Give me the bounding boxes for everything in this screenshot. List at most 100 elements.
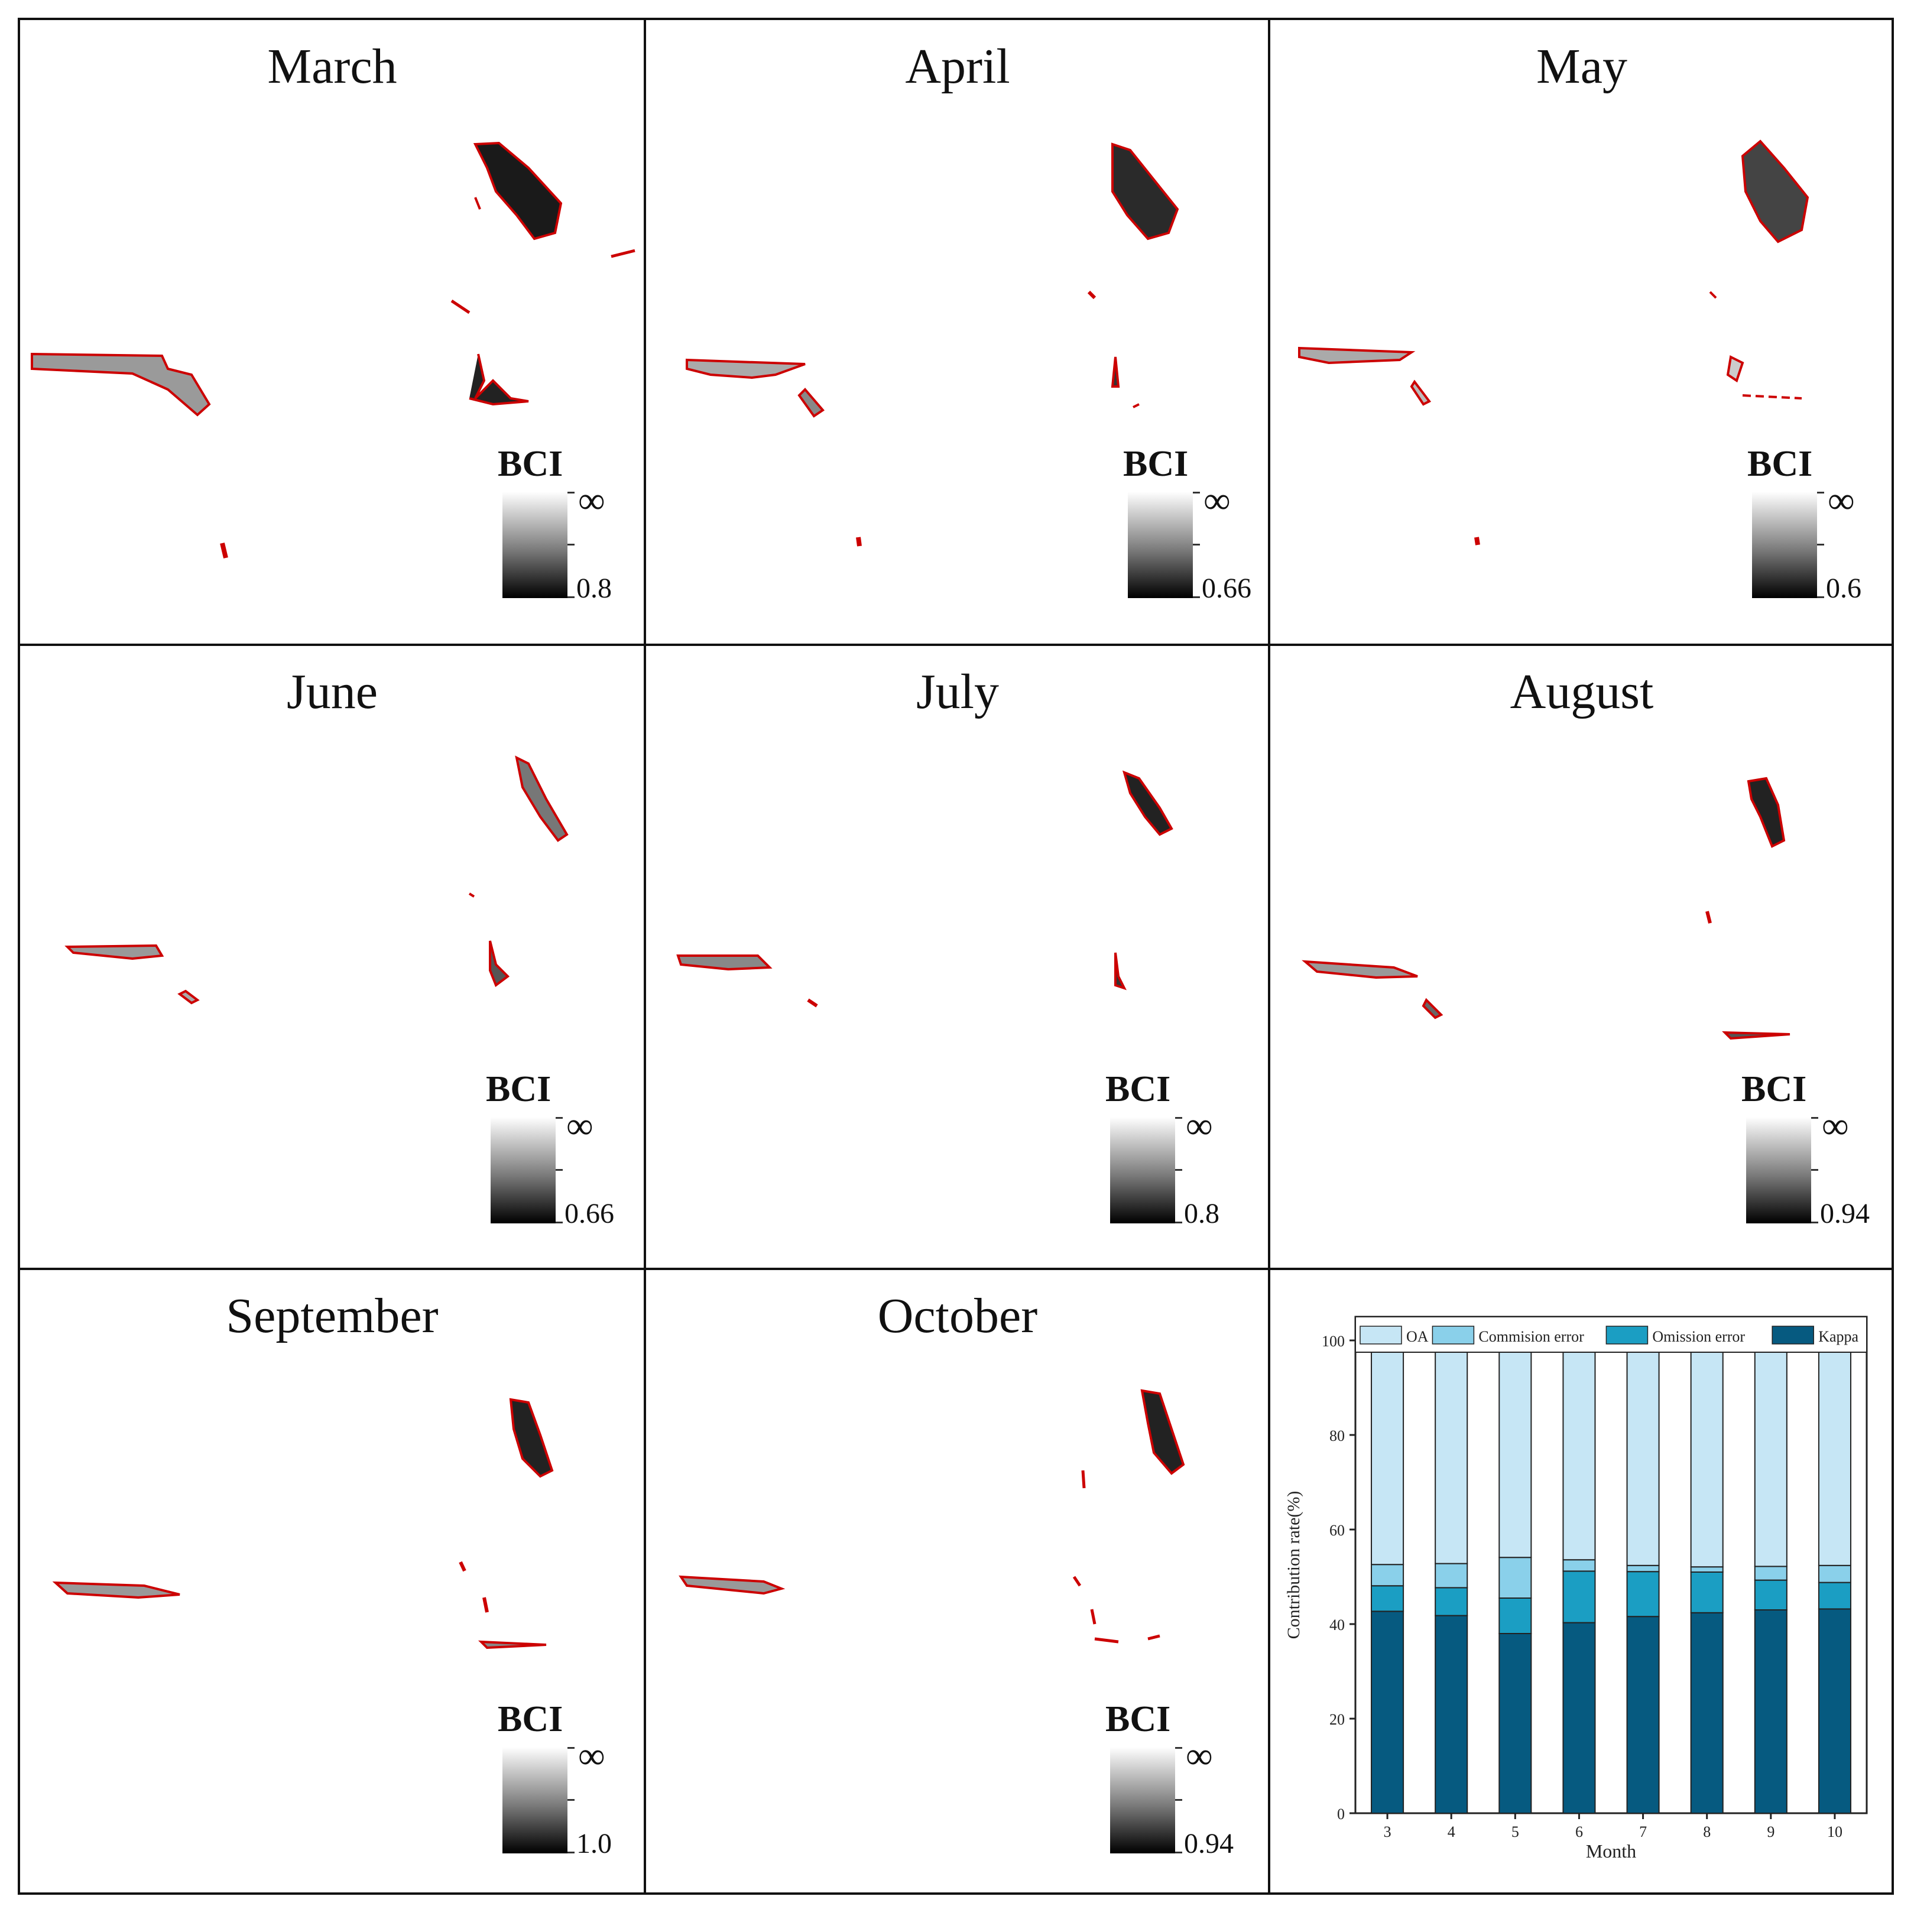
bar-segment: [1562, 1570, 1596, 1623]
water-map: [676, 770, 1173, 1008]
bar-segment: [1754, 1579, 1788, 1610]
bar-segment: [1818, 1340, 1851, 1566]
y-axis-label: Contribution rate(%): [1284, 1491, 1303, 1639]
bar-segment: [1498, 1597, 1532, 1634]
panel-title: April: [905, 39, 1010, 94]
legend-label: BCI: [1105, 1699, 1171, 1739]
colorbar-legend: BCI ∞ 0.8: [1098, 1069, 1252, 1269]
bar-segment: [1562, 1622, 1596, 1814]
y-tick-label: 80: [1329, 1427, 1345, 1444]
colorbar-ticks: [1817, 492, 1824, 598]
grid-divider: [644, 20, 646, 1892]
colorbar-max: ∞: [578, 479, 605, 521]
colorbar-legend: BCI ∞ 0.66: [479, 1069, 632, 1269]
bar-segment: [1690, 1571, 1724, 1613]
map-panel-september: September BCI ∞ 1.0: [20, 1269, 644, 1894]
bar-segment: [1818, 1582, 1851, 1610]
bar-segment: [1754, 1609, 1788, 1814]
bar-segment: [1562, 1340, 1596, 1561]
colorbar: [1110, 1747, 1175, 1853]
legend-label: Commision error: [1478, 1328, 1584, 1345]
bar-segment: [1435, 1615, 1468, 1814]
legend-label: Kappa: [1818, 1328, 1858, 1345]
legend-label: BCI: [498, 1699, 563, 1739]
water-map: [31, 141, 635, 559]
bar-segment: [1690, 1612, 1724, 1814]
bar-segment: [1498, 1633, 1532, 1814]
colorbar-ticks: [567, 1747, 575, 1853]
colorbar-min: 0.8: [576, 573, 612, 604]
colorbar-min: 0.66: [565, 1198, 614, 1229]
x-tick-label: 3: [1384, 1823, 1391, 1840]
colorbar: [1752, 492, 1817, 598]
legend-label: BCI: [486, 1069, 552, 1109]
water-map: [52, 1398, 554, 1649]
colorbar: [1110, 1117, 1175, 1223]
figure-grid: March BCI ∞ 0.8 April: [18, 18, 1894, 1895]
panel-title: March: [267, 39, 397, 94]
colorbar-legend: BCI ∞ 1.0: [491, 1699, 644, 1899]
bar-segment: [1690, 1566, 1724, 1573]
colorbar-ticks: [567, 492, 575, 598]
colorbar: [502, 492, 567, 598]
bar-segment: [1435, 1587, 1468, 1616]
panel-title: August: [1510, 664, 1654, 719]
x-tick-label: 6: [1575, 1823, 1583, 1840]
map-panel-august: August BCI ∞ 0.94: [1270, 645, 1894, 1269]
colorbar-legend: BCI ∞ 0.94: [1734, 1069, 1888, 1269]
bar-segment: [1818, 1608, 1851, 1814]
colorbar: [1746, 1117, 1811, 1223]
bar-segment: [1754, 1340, 1788, 1567]
bar-segment: [1435, 1563, 1468, 1589]
grid-divider: [1268, 20, 1270, 1892]
map-panel-june: June BCI ∞ 0.66: [20, 645, 644, 1269]
legend-swatch: [1772, 1326, 1814, 1345]
water-map: [686, 142, 1179, 547]
bar-segment: [1818, 1564, 1851, 1583]
colorbar-legend: BCI ∞ 0.8: [491, 443, 644, 644]
colorbar-ticks: [1811, 1117, 1818, 1223]
grid-divider: [20, 644, 1892, 646]
colorbar-max: ∞: [578, 1735, 605, 1777]
bar-segment: [1626, 1571, 1660, 1618]
bar-segment: [1435, 1340, 1468, 1564]
colorbar-max: ∞: [1186, 1105, 1213, 1147]
water-map: [1302, 777, 1790, 1040]
bar-segment: [1690, 1340, 1724, 1568]
map-panel-april: April BCI ∞ 0.66: [645, 20, 1270, 644]
water-map: [679, 1389, 1185, 1644]
bar-segment: [1562, 1559, 1596, 1572]
colorbar-ticks: [1193, 492, 1200, 598]
map-panel-may: May BCI ∞ 0.6: [1270, 20, 1894, 644]
bar-segment: [1626, 1616, 1660, 1814]
x-tick-label: 10: [1827, 1823, 1842, 1840]
x-tick-label: 5: [1511, 1823, 1519, 1840]
legend-label: OA: [1406, 1328, 1429, 1345]
colorbar: [502, 1747, 567, 1853]
legend-label: BCI: [1747, 444, 1813, 484]
legend-label: BCI: [1123, 444, 1189, 484]
colorbar-legend: BCI ∞ 0.66: [1116, 443, 1270, 644]
colorbar-ticks: [556, 1117, 563, 1223]
map-panel-october: October BCI ∞ 0.94: [645, 1269, 1270, 1894]
panel-title: September: [226, 1288, 439, 1343]
colorbar-max: ∞: [1822, 1105, 1849, 1147]
colorbar-legend: BCI ∞ 0.94: [1098, 1699, 1252, 1899]
bar-segment: [1626, 1340, 1660, 1566]
panel-title: July: [916, 664, 1000, 719]
map-panel-july: July BCI ∞ 0.8: [645, 645, 1270, 1269]
y-tick-label: 0: [1337, 1806, 1345, 1823]
legend-label: Omission error: [1652, 1328, 1745, 1345]
stacked-bar-chart: 0 20 40 60 80 100 Contribution rate(%) 3 4 5 6 7 8 9 1…: [1284, 1316, 1868, 1862]
bar-segment: [1498, 1340, 1532, 1558]
y-tick-label: 20: [1329, 1711, 1345, 1728]
legend-label: BCI: [1741, 1069, 1807, 1109]
colorbar-min: 0.94: [1820, 1198, 1870, 1229]
colorbar-min: 0.8: [1184, 1198, 1219, 1229]
map-panel-march: March BCI ∞ 0.8: [20, 20, 644, 644]
colorbar: [491, 1117, 556, 1223]
bar-segment: [1498, 1557, 1532, 1599]
plot-frame: [1354, 1316, 1868, 1814]
colorbar-min: 0.94: [1184, 1828, 1234, 1859]
bar-segment: [1754, 1566, 1788, 1581]
